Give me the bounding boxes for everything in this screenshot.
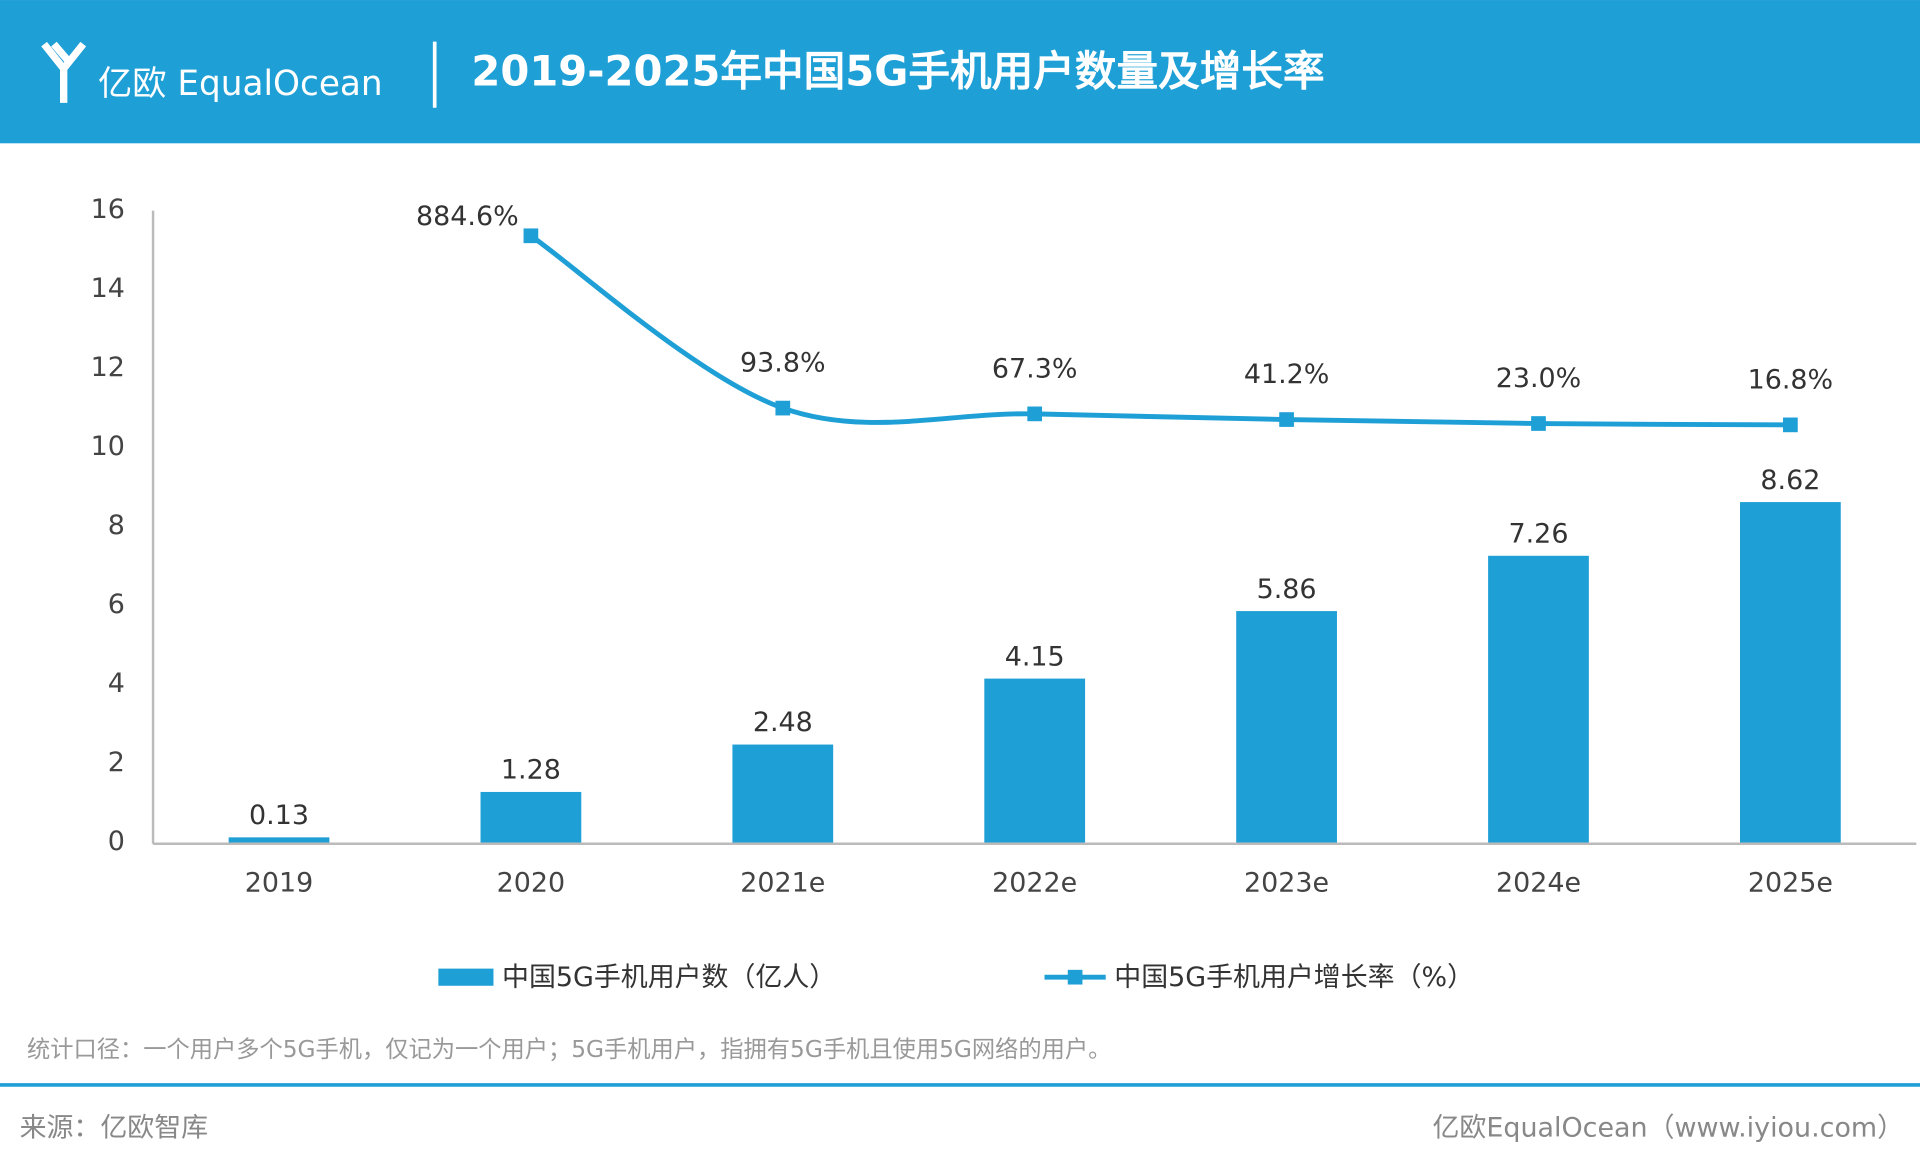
line-value-label: 67.3%: [992, 353, 1078, 384]
bar-value-label: 2.48: [753, 707, 813, 738]
bar: [1236, 611, 1337, 843]
bar: [1740, 502, 1841, 843]
line-marker: [775, 400, 791, 416]
y-tick-label: 6: [108, 589, 125, 620]
bar: [480, 791, 582, 843]
bar-value-label: 0.13: [249, 800, 309, 831]
legend-swatch: [438, 968, 494, 986]
line-value-label: 884.6%: [416, 201, 519, 232]
y-tick-label: 4: [108, 668, 125, 699]
line-marker: [523, 228, 539, 244]
legend-label: 中国5G手机用户增长率（%）: [1114, 962, 1474, 993]
x-tick-label: 2019: [245, 868, 314, 899]
line-value-label: 23.0%: [1496, 363, 1582, 394]
credit: 亿欧EqualOcean（www.iyiou.com）: [1433, 1113, 1905, 1144]
x-tick-label: 2021e: [740, 868, 825, 899]
line-value-label: 16.8%: [1748, 364, 1834, 395]
bar-value-label: 5.86: [1257, 574, 1317, 605]
line: [529, 233, 1791, 428]
legend-marker: [1067, 969, 1083, 985]
bar-value-label: 7.26: [1509, 518, 1569, 549]
line-marker: [1027, 406, 1043, 422]
bar-value-label: 1.28: [501, 755, 561, 786]
bar: [984, 678, 1086, 843]
y-tick-label: 14: [91, 273, 125, 304]
y-tick-label: 10: [91, 431, 125, 462]
y-tick-label: 16: [91, 194, 125, 225]
line-marker: [1783, 417, 1798, 433]
y-tick-label: 8: [108, 510, 125, 541]
bar-value-label: 8.62: [1760, 465, 1820, 496]
x-tick-label: 2023e: [1244, 868, 1329, 899]
bar: [732, 744, 834, 843]
y-tick-label: 2: [108, 747, 125, 778]
logo-mark: [41, 41, 87, 103]
note: 统计口径：一个用户多个5G手机，仅记为一个用户；5G手机用户，指拥有5G手机且使…: [27, 1036, 1112, 1063]
bar-value-label: 4.15: [1005, 641, 1065, 672]
y-tick-label: 0: [108, 826, 125, 857]
line-marker: [1279, 412, 1294, 427]
line-marker: [1531, 416, 1546, 431]
source: 来源：亿欧智库: [20, 1113, 208, 1144]
legend-label: 中国5G手机用户数（亿人）: [502, 962, 836, 993]
x-tick-label: 2020: [497, 868, 566, 899]
header-band: [0, 0, 1920, 144]
x-tick-label: 2022e: [992, 868, 1077, 899]
brand: 亿欧 EqualOcean: [98, 64, 383, 104]
x-tick-label: 2025e: [1748, 868, 1833, 899]
y-tick-label: 12: [91, 352, 125, 383]
bar: [1488, 555, 1589, 843]
line-value-label: 93.8%: [740, 348, 826, 379]
bar: [228, 837, 330, 843]
x-tick-label: 2024e: [1496, 868, 1581, 899]
chart-title: 2019-2025年中国5G手机用户数量及增长率: [471, 47, 1324, 96]
line-value-label: 41.2%: [1244, 359, 1330, 390]
